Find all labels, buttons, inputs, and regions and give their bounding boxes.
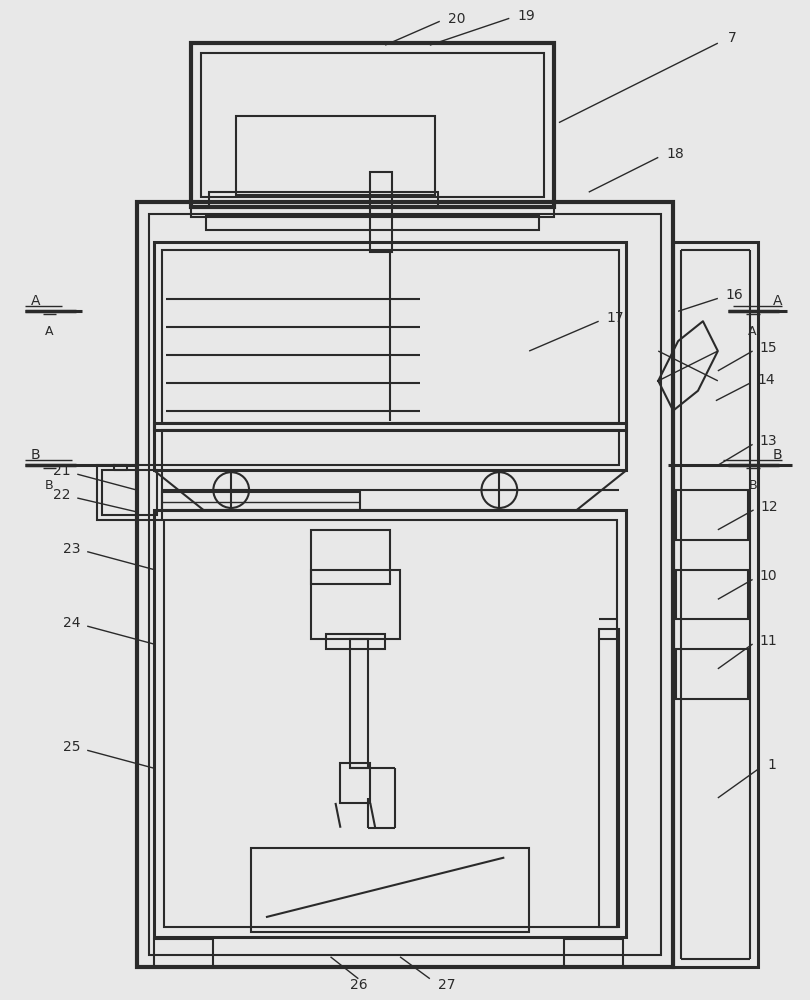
Text: 22: 22 [53,488,70,502]
Bar [149,214,661,955]
Bar [162,250,619,423]
Bar [370,172,392,252]
Bar [162,492,360,510]
Bar [97,465,162,520]
Bar [191,43,554,207]
Bar [311,570,400,639]
Text: 20: 20 [448,12,465,26]
Bar [237,116,435,195]
Bar [102,470,156,515]
Bar [676,649,748,699]
Text: 25: 25 [62,740,80,754]
Bar [673,242,757,967]
Bar [326,634,385,649]
Bar [154,423,626,470]
Text: A: A [45,325,53,338]
Bar [154,939,213,967]
Text: A: A [31,294,40,308]
Bar [676,570,748,619]
Text: 21: 21 [53,464,70,478]
Text: 7: 7 [727,31,736,45]
Bar [251,848,529,932]
Text: 15: 15 [760,341,777,355]
Text: A: A [773,294,782,308]
Text: B: B [773,448,782,462]
Bar [164,520,616,927]
Text: 17: 17 [607,311,625,325]
Bar [351,639,369,768]
Text: B: B [748,479,757,492]
Text: 13: 13 [760,434,777,448]
Text: 10: 10 [760,569,777,583]
Bar [564,939,624,967]
Text: B: B [31,448,40,462]
Text: 26: 26 [349,978,367,992]
Text: B: B [45,479,53,492]
Bar [676,490,748,540]
Text: 12: 12 [761,500,778,514]
Text: A: A [748,325,757,338]
Text: 18: 18 [666,147,684,161]
Text: 19: 19 [518,9,535,23]
Text: 24: 24 [62,616,80,630]
Text: 27: 27 [437,978,455,992]
Bar [209,192,437,207]
Bar [137,202,673,967]
Bar [154,242,626,430]
Text: 14: 14 [757,373,775,387]
Bar [599,629,619,927]
Text: 23: 23 [62,542,80,556]
Bar [202,53,544,197]
Bar [207,215,539,230]
Bar [340,763,370,803]
Bar [162,430,619,465]
Text: 1: 1 [768,758,776,772]
Text: 16: 16 [726,288,744,302]
Bar [154,510,626,937]
Bar [191,202,554,217]
Text: 11: 11 [760,634,778,648]
Bar [311,530,390,584]
